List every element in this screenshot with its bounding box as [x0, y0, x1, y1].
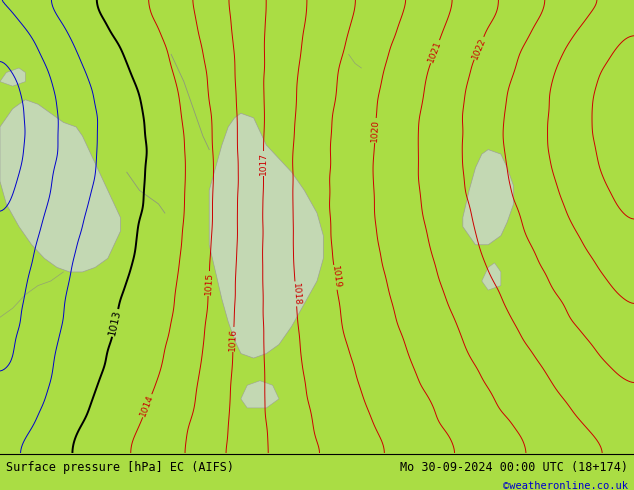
Polygon shape: [241, 381, 279, 408]
Text: 1021: 1021: [427, 40, 443, 64]
Polygon shape: [209, 113, 323, 358]
Text: 1018: 1018: [290, 282, 301, 306]
Text: 1015: 1015: [204, 272, 214, 295]
Text: ©weatheronline.co.uk: ©weatheronline.co.uk: [503, 481, 628, 490]
Text: 1016: 1016: [228, 328, 238, 351]
Text: Surface pressure [hPa] EC (AIFS): Surface pressure [hPa] EC (AIFS): [6, 462, 235, 474]
Polygon shape: [0, 99, 120, 272]
Polygon shape: [463, 149, 514, 245]
Polygon shape: [482, 263, 501, 290]
Polygon shape: [0, 68, 25, 86]
Text: 1020: 1020: [370, 119, 380, 142]
Text: 1013: 1013: [107, 309, 123, 337]
Text: 1014: 1014: [139, 393, 155, 418]
Text: 1019: 1019: [330, 266, 342, 289]
Text: 1017: 1017: [259, 152, 268, 175]
Text: Mo 30-09-2024 00:00 UTC (18+174): Mo 30-09-2024 00:00 UTC (18+174): [399, 462, 628, 474]
Text: 1022: 1022: [470, 36, 488, 61]
